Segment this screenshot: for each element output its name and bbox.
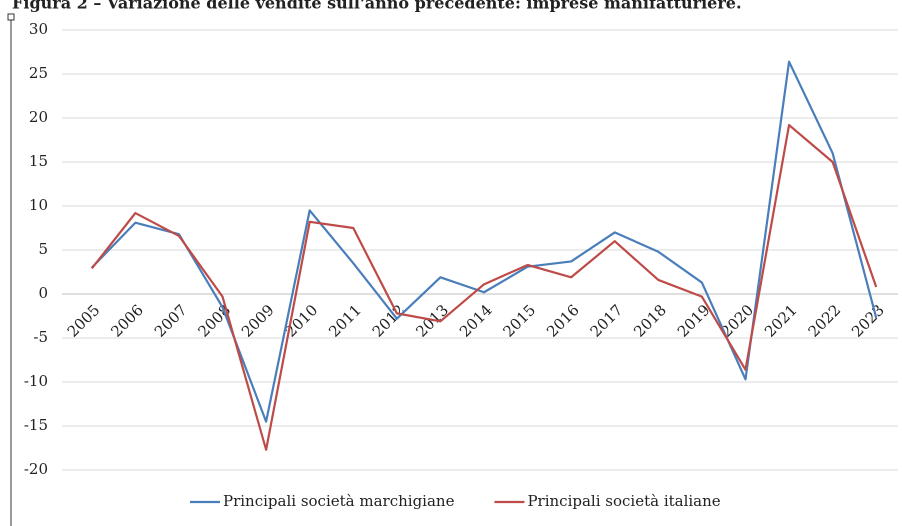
x-tick-label: 2015 [500,301,540,341]
series-line [90,123,878,451]
y-tick-label: 15 [29,152,48,170]
y-tick-label: -10 [24,372,48,390]
legend-label: Principali società marchigiane [223,492,455,510]
x-tick-label: 2016 [543,301,583,341]
x-tick-label: 2018 [630,301,670,341]
y-tick-label: 5 [38,240,48,258]
x-tick-label: 2006 [107,301,147,341]
series-line [91,60,878,423]
anchor-box [7,13,15,21]
chart-title: Figura 2 – Variazione delle vendite sull… [12,0,742,13]
x-tick-label: 2005 [64,301,104,341]
y-tick-label: -15 [24,416,48,434]
legend-label: Principali società italiane [527,492,720,510]
y-tick-label: -20 [24,460,48,478]
x-tick-label: 2007 [151,301,191,341]
y-tick-label: 30 [29,20,48,38]
y-tick-label: 0 [38,284,48,302]
x-tick-label: 2017 [587,301,627,341]
y-tick-label: -5 [33,328,48,346]
y-tick-label: 25 [29,64,48,82]
y-tick-label: 10 [29,196,48,214]
x-tick-label: 2011 [325,301,365,341]
x-tick-label: 2022 [805,301,845,341]
x-tick-label: 2021 [761,301,801,341]
x-tick-label: 2009 [238,301,278,341]
y-tick-label: 20 [29,108,48,126]
x-tick-label: 2014 [456,301,496,341]
x-tick-label: 2023 [848,301,888,341]
